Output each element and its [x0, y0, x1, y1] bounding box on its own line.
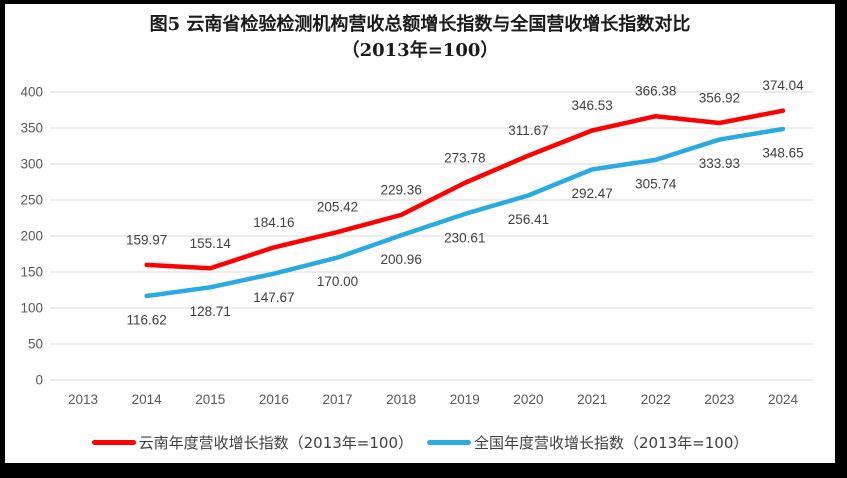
- svg-text:346.53: 346.53: [571, 98, 612, 113]
- svg-text:200.96: 200.96: [381, 252, 422, 267]
- yunnan-series-swatch-icon: [91, 440, 136, 445]
- svg-text:400: 400: [20, 85, 43, 100]
- series-line-1: [144, 126, 786, 299]
- svg-text:128.71: 128.71: [190, 304, 231, 319]
- svg-text:2013: 2013: [68, 392, 98, 407]
- svg-text:333.93: 333.93: [699, 156, 740, 171]
- svg-text:348.65: 348.65: [762, 145, 803, 160]
- chart-title: 图5 云南省检验检测机构营收总额增长指数与全国营收增长指数对比 （2013年=1…: [5, 12, 835, 64]
- svg-text:155.14: 155.14: [190, 236, 232, 251]
- svg-text:2015: 2015: [195, 392, 225, 407]
- svg-text:2014: 2014: [132, 392, 163, 407]
- svg-text:2024: 2024: [768, 392, 799, 407]
- legend-item-national: 全国年度营收增长指数（2013年=100）: [427, 432, 748, 453]
- svg-text:159.97: 159.97: [126, 232, 167, 247]
- national-series-swatch-icon: [427, 440, 471, 445]
- line-chart-plot: 0 50 100 150 200 250 300 350 400 2013 2014 2015 2016…: [20, 78, 813, 407]
- svg-text:374.04: 374.04: [762, 78, 804, 93]
- svg-text:366.38: 366.38: [635, 84, 676, 99]
- series-line-0: [144, 108, 786, 271]
- svg-text:50: 50: [28, 337, 43, 352]
- svg-text:2023: 2023: [704, 392, 734, 407]
- svg-text:170.00: 170.00: [317, 274, 358, 289]
- svg-text:305.74: 305.74: [635, 176, 677, 191]
- svg-text:311.67: 311.67: [508, 123, 548, 138]
- svg-text:230.61: 230.61: [444, 230, 485, 245]
- chart-title-line2: （2013年=100）: [341, 40, 499, 61]
- svg-text:2016: 2016: [259, 392, 289, 407]
- svg-text:116.62: 116.62: [126, 313, 166, 328]
- svg-text:2020: 2020: [513, 392, 543, 407]
- svg-text:184.16: 184.16: [253, 215, 294, 230]
- svg-text:229.36: 229.36: [381, 182, 422, 197]
- svg-text:200: 200: [20, 229, 43, 244]
- chart-legend: 云南年度营收增长指数（2013年=100） 全国年度营收增长指数（2013年=1…: [5, 432, 835, 453]
- legend-item-yunnan: 云南年度营收增长指数（2013年=100）: [91, 432, 413, 453]
- svg-text:0: 0: [35, 373, 43, 388]
- svg-text:292.47: 292.47: [571, 186, 612, 201]
- svg-text:100: 100: [20, 301, 43, 316]
- svg-text:256.41: 256.41: [508, 212, 549, 227]
- chart-title-line1: 图5 云南省检验检测机构营收总额增长指数与全国营收增长指数对比: [149, 14, 691, 35]
- svg-text:150: 150: [20, 265, 43, 280]
- chart-canvas: 图5 云南省检验检测机构营收总额增长指数与全国营收增长指数对比 （2013年=1…: [5, 4, 835, 463]
- svg-text:350: 350: [20, 121, 43, 136]
- svg-text:2019: 2019: [450, 392, 480, 407]
- svg-text:2017: 2017: [323, 392, 353, 407]
- legend-label-yunnan: 云南年度营收增长指数（2013年=100）: [138, 434, 413, 452]
- svg-text:273.78: 273.78: [444, 150, 485, 165]
- svg-text:2018: 2018: [386, 392, 416, 407]
- svg-text:2021: 2021: [577, 392, 607, 407]
- svg-text:250: 250: [20, 193, 43, 208]
- legend-label-national: 全国年度营收增长指数（2013年=100）: [474, 434, 749, 452]
- svg-text:2022: 2022: [641, 392, 671, 407]
- svg-text:300: 300: [20, 157, 43, 172]
- svg-text:147.67: 147.67: [253, 290, 294, 305]
- svg-text:205.42: 205.42: [317, 200, 358, 215]
- svg-text:356.92: 356.92: [699, 91, 740, 106]
